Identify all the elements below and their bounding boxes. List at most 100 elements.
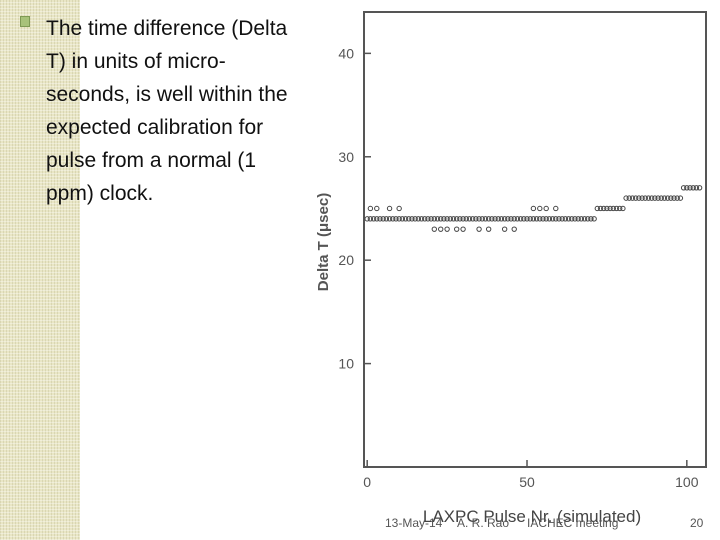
data-point (380, 216, 386, 222)
data-point (562, 216, 569, 222)
data-point (642, 195, 648, 201)
data-point (476, 226, 482, 232)
data-point (658, 195, 664, 201)
data-point (460, 216, 466, 222)
data-point (607, 205, 613, 212)
data-point (431, 216, 438, 222)
data-point (514, 216, 521, 222)
data-point (444, 216, 450, 222)
data-point (396, 216, 402, 222)
data-point (553, 205, 559, 212)
data-point (367, 205, 374, 212)
data-point (591, 216, 597, 222)
data-point (639, 195, 645, 201)
y-axis-label: Delta T (μsec) (315, 193, 332, 291)
data-point (374, 216, 380, 222)
data-point (556, 216, 562, 222)
data-point (537, 205, 543, 212)
data-point (386, 216, 393, 222)
data-point (453, 226, 460, 232)
data-point (469, 216, 476, 222)
data-point (457, 216, 463, 222)
data-point (604, 205, 610, 212)
data-point (383, 216, 390, 222)
x-axis-ticks: 0 50 100 (363, 460, 699, 490)
data-point (460, 226, 466, 232)
x-tick-label: 50 (519, 474, 535, 490)
data-point (476, 216, 482, 222)
data-point (677, 195, 684, 201)
data-point (693, 185, 700, 191)
data-point (425, 216, 431, 222)
y-tick-label: 20 (338, 252, 354, 268)
data-point (501, 216, 508, 222)
data-point (575, 216, 581, 222)
data-point (655, 195, 661, 201)
data-point (632, 195, 639, 201)
data-point (409, 216, 415, 222)
data-point (680, 185, 687, 191)
data-point (620, 205, 626, 212)
data-point (498, 216, 505, 222)
data-point (664, 195, 671, 201)
x-tick-label: 100 (675, 474, 699, 490)
data-point (540, 216, 546, 222)
data-point (530, 216, 537, 222)
bullet-square-icon (20, 16, 30, 27)
footer-date: 13-May-14 (385, 516, 443, 530)
data-point (434, 216, 441, 222)
data-point (450, 216, 457, 222)
bullet-text: The time difference (Delta T) in units o… (46, 17, 288, 205)
data-point (674, 195, 680, 201)
data-point (648, 195, 655, 201)
x-axis-label: LAXPC Pulse Nr. (simulated) (423, 507, 641, 526)
data-point (508, 216, 514, 222)
data-point (578, 216, 585, 222)
data-point (482, 216, 489, 222)
data-point (441, 216, 447, 222)
data-point (412, 216, 418, 222)
data-point (444, 226, 450, 232)
data-point (668, 195, 674, 201)
y-tick-label: 10 (338, 356, 354, 372)
data-point (386, 205, 393, 212)
data-point (549, 216, 556, 222)
data-point (511, 226, 517, 232)
data-point (374, 205, 380, 212)
data-point (537, 216, 543, 222)
data-point (629, 195, 636, 201)
data-point (463, 216, 469, 222)
data-point (645, 195, 652, 201)
data-point (527, 216, 533, 222)
data-point (415, 216, 422, 222)
left-texture-strip (0, 0, 80, 540)
data-point (636, 195, 642, 201)
data-point (473, 216, 479, 222)
y-tick-label: 30 (338, 149, 354, 165)
data-point (543, 205, 549, 212)
data-point (418, 216, 425, 222)
data-point (511, 216, 517, 222)
data-point (485, 216, 492, 222)
data-point (505, 216, 511, 222)
footer-page-number: 20 (690, 516, 704, 530)
footer-event: IACHEC meeting (527, 516, 619, 530)
data-point (594, 205, 601, 212)
data-point (546, 216, 553, 222)
data-point (396, 205, 402, 212)
data-point (367, 216, 374, 222)
data-points (364, 185, 703, 232)
data-point (422, 216, 428, 222)
data-point (597, 205, 604, 212)
data-point (501, 226, 508, 232)
data-point (684, 185, 690, 191)
data-point (661, 195, 668, 201)
data-point (581, 216, 588, 222)
data-point (495, 216, 501, 222)
data-point (626, 195, 632, 201)
data-point (489, 216, 495, 222)
data-point (613, 205, 620, 212)
data-point (428, 216, 434, 222)
data-point (601, 205, 607, 212)
data-point (572, 216, 578, 222)
